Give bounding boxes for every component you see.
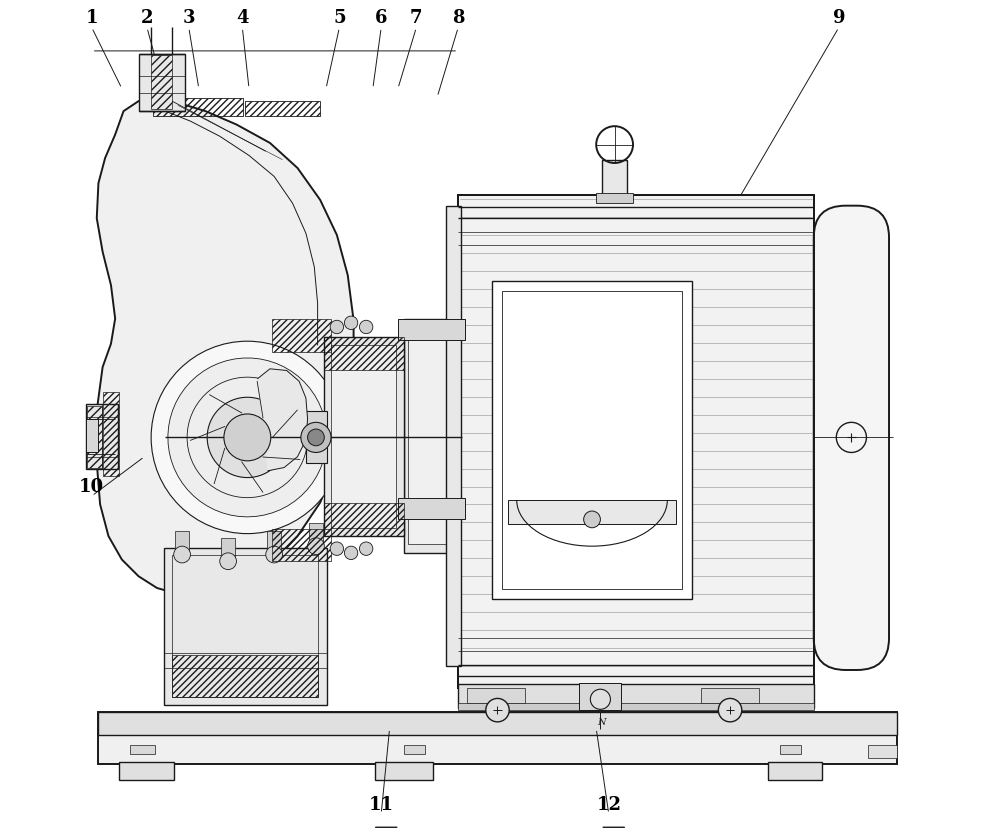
Circle shape: [207, 397, 288, 478]
Bar: [458, 194, 814, 688]
Bar: [86, 419, 98, 453]
Bar: [245, 101, 320, 116]
Bar: [164, 548, 327, 705]
Bar: [467, 688, 525, 703]
Circle shape: [330, 542, 344, 556]
Polygon shape: [168, 358, 327, 517]
Bar: [458, 703, 814, 710]
Text: N: N: [597, 718, 605, 727]
Circle shape: [584, 511, 600, 528]
Bar: [119, 762, 174, 780]
Bar: [508, 500, 676, 524]
Polygon shape: [257, 369, 308, 471]
Bar: [701, 688, 759, 703]
Circle shape: [344, 316, 358, 329]
Bar: [492, 281, 692, 599]
Circle shape: [151, 341, 344, 534]
Bar: [172, 555, 318, 696]
Circle shape: [486, 698, 509, 722]
Text: 10: 10: [79, 478, 104, 496]
Bar: [221, 538, 235, 563]
Circle shape: [220, 553, 236, 570]
Bar: [458, 194, 814, 688]
Circle shape: [344, 546, 358, 560]
Bar: [103, 392, 119, 476]
Bar: [868, 745, 897, 758]
Bar: [602, 160, 627, 194]
Circle shape: [266, 546, 282, 563]
Bar: [398, 318, 465, 339]
Circle shape: [359, 320, 373, 334]
Text: 6: 6: [375, 9, 387, 28]
Bar: [324, 503, 404, 536]
Bar: [324, 337, 404, 370]
Bar: [404, 745, 425, 753]
Bar: [331, 345, 396, 528]
Text: 8: 8: [452, 9, 464, 28]
Bar: [151, 55, 172, 110]
Circle shape: [174, 546, 190, 563]
Bar: [458, 684, 814, 707]
Bar: [153, 98, 243, 116]
Polygon shape: [97, 100, 354, 595]
Circle shape: [308, 429, 324, 446]
Bar: [398, 499, 465, 520]
Bar: [98, 711, 897, 735]
Bar: [446, 205, 461, 666]
Circle shape: [359, 542, 373, 556]
Circle shape: [301, 422, 331, 453]
Bar: [579, 683, 621, 710]
Text: 1: 1: [85, 9, 98, 28]
Text: 9: 9: [833, 9, 845, 28]
Bar: [272, 530, 331, 561]
Text: 3: 3: [183, 9, 195, 28]
Bar: [86, 404, 118, 469]
Bar: [87, 406, 102, 468]
Bar: [139, 54, 185, 111]
Bar: [309, 523, 323, 548]
Bar: [324, 337, 404, 536]
Text: 12: 12: [596, 796, 621, 814]
Bar: [596, 193, 633, 203]
Bar: [175, 531, 189, 556]
Text: 7: 7: [410, 9, 423, 28]
Text: 5: 5: [333, 9, 346, 28]
Bar: [98, 711, 897, 763]
Bar: [375, 762, 433, 780]
Circle shape: [590, 689, 610, 709]
Bar: [780, 745, 801, 753]
Bar: [306, 411, 327, 463]
FancyBboxPatch shape: [814, 205, 889, 670]
Bar: [267, 531, 281, 556]
Text: 4: 4: [236, 9, 249, 28]
Bar: [502, 291, 682, 589]
Bar: [768, 762, 822, 780]
Bar: [408, 327, 454, 545]
Bar: [404, 318, 458, 553]
Text: 2: 2: [141, 9, 153, 28]
Circle shape: [330, 320, 344, 334]
Bar: [272, 318, 331, 352]
Text: 11: 11: [369, 796, 394, 814]
Circle shape: [718, 698, 742, 722]
Circle shape: [308, 538, 324, 555]
Bar: [130, 745, 155, 753]
Circle shape: [224, 414, 271, 461]
Bar: [172, 655, 318, 696]
